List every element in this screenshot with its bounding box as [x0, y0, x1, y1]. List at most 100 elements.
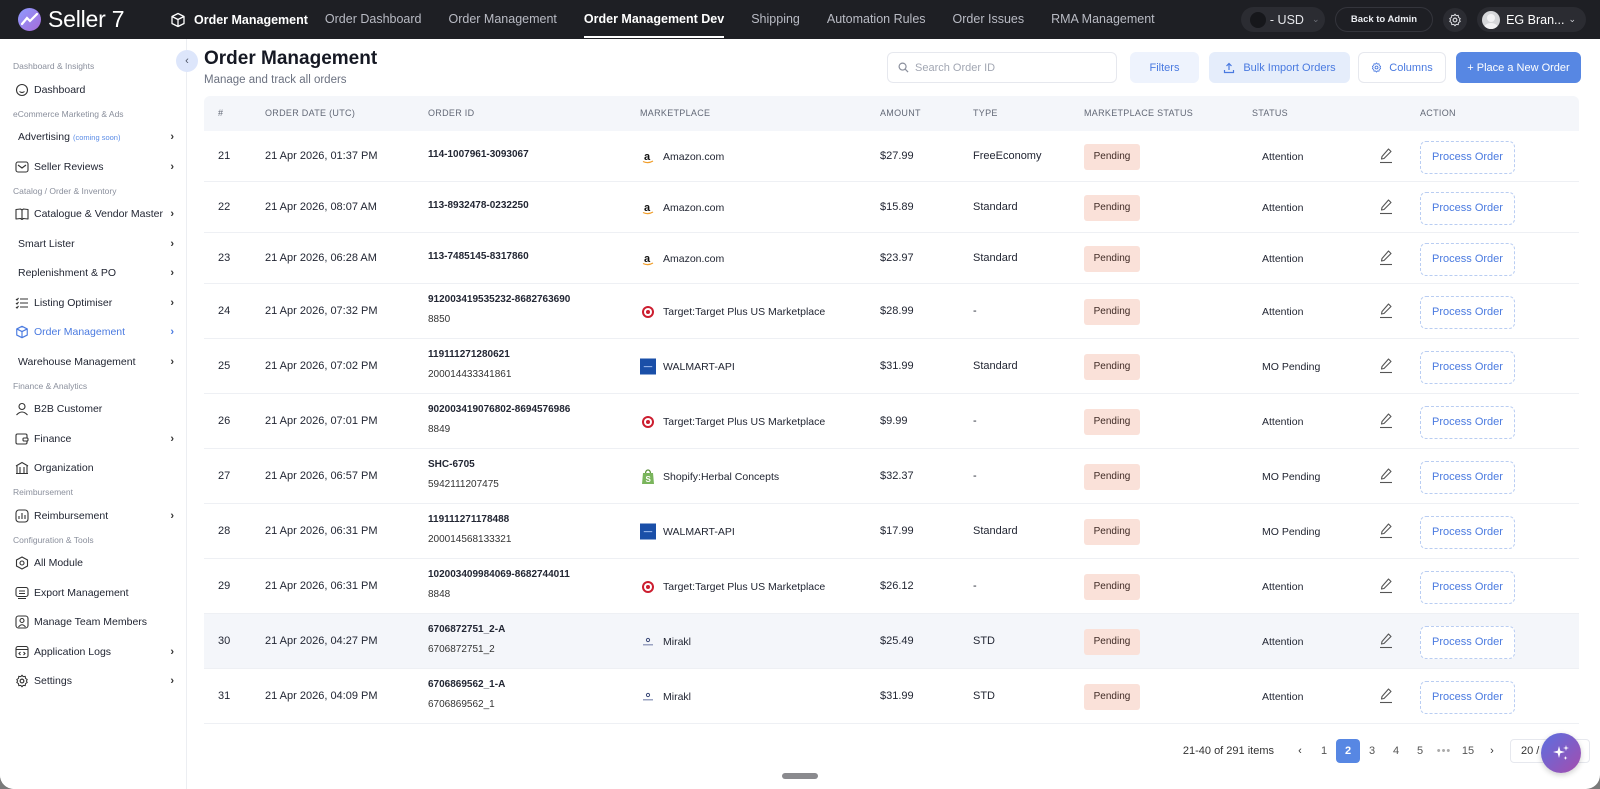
next-page-button[interactable]: ›	[1490, 745, 1494, 757]
back-to-admin-button[interactable]: Back to Admin	[1334, 7, 1434, 32]
table-row[interactable]: 29 21 Apr 2026, 06:31 PM 102003409984069…	[204, 559, 1579, 614]
sidebar-item-warehouse[interactable]: Warehouse Management ›	[0, 347, 186, 377]
page-4-button[interactable]: 4	[1392, 745, 1400, 757]
process-order-button[interactable]: Process Order	[1420, 515, 1515, 549]
table-row[interactable]: 26 21 Apr 2026, 07:01 PM 902003419076802…	[204, 394, 1579, 449]
process-order-button[interactable]: Process Order	[1420, 191, 1515, 225]
tab-order-issues[interactable]: Order Issues	[952, 12, 1025, 26]
jump-pages-ellipsis[interactable]: •••	[1436, 745, 1452, 757]
table-row[interactable]: 30 21 Apr 2026, 04:27 PM 6706872751_2-A …	[204, 614, 1579, 669]
bulk-import-button[interactable]: Bulk Import Orders	[1209, 52, 1350, 83]
tab-order-dashboard[interactable]: Order Dashboard	[324, 12, 422, 26]
sidebar-item-b2b-customer[interactable]: B2B Customer	[0, 395, 186, 425]
sidebar-item-advertising[interactable]: Advertising (coming soon) ›	[0, 123, 186, 153]
search-box[interactable]	[887, 52, 1117, 83]
edit-button[interactable]	[1378, 412, 1394, 433]
sidebar-item-catalogue[interactable]: Catalogue & Vendor Master ›	[0, 200, 186, 230]
edit-button[interactable]	[1378, 632, 1394, 653]
process-order-button[interactable]: Process Order	[1420, 350, 1515, 384]
edit-button[interactable]	[1378, 577, 1394, 598]
process-order-button[interactable]: Process Order	[1420, 680, 1515, 714]
order-id[interactable]: 119111271178488	[428, 513, 510, 525]
module-title[interactable]: Order Management	[170, 12, 308, 28]
order-id[interactable]: SHC-6705	[428, 458, 475, 470]
sidebar-item-replenishment[interactable]: Replenishment & PO ›	[0, 259, 186, 289]
edit-button[interactable]	[1378, 302, 1394, 323]
page-1-button[interactable]: 1	[1320, 745, 1328, 757]
place-new-order-button[interactable]: + Place a New Order	[1456, 52, 1581, 83]
order-id[interactable]: 114-1007961-3093067	[428, 148, 529, 160]
page-5-button[interactable]: 5	[1416, 745, 1424, 757]
edit-button[interactable]	[1378, 357, 1394, 378]
process-order-button[interactable]: Process Order	[1420, 295, 1515, 329]
edit-button[interactable]	[1378, 522, 1394, 543]
edit-button[interactable]	[1378, 147, 1394, 168]
page-2-button[interactable]: 2	[1336, 739, 1360, 763]
settings-button[interactable]	[1443, 7, 1468, 32]
order-id[interactable]: 6706872751_2-A	[428, 623, 506, 635]
sidebar-item-seller-reviews[interactable]: Seller Reviews ›	[0, 152, 186, 182]
horizontal-scrollbar[interactable]	[782, 773, 818, 779]
order-id[interactable]: 113-8932478-0232250	[428, 199, 529, 211]
col-header-date[interactable]: ORDER DATE (UTC)	[265, 108, 356, 118]
sidebar-item-application-logs[interactable]: Application Logs ›	[0, 637, 186, 667]
sidebar-collapse-button[interactable]: ‹	[176, 50, 198, 72]
table-row[interactable]: 21 21 Apr 2026, 01:37 PM 114-1007961-309…	[204, 131, 1579, 182]
order-id[interactable]: 102003409984069-8682744011	[428, 568, 570, 580]
brand[interactable]: Seller 7	[0, 6, 170, 33]
sidebar-item-export-management[interactable]: Export Management	[0, 578, 186, 608]
table-row[interactable]: 31 21 Apr 2026, 04:09 PM 6706869562_1-A …	[204, 669, 1579, 724]
order-id[interactable]: 912003419535232-8682763690	[428, 293, 571, 305]
edit-button[interactable]	[1378, 467, 1394, 488]
tab-order-management-dev[interactable]: Order Management Dev	[583, 0, 725, 39]
sidebar-item-order-management[interactable]: Order Management ›	[0, 318, 186, 348]
order-id[interactable]: 6706869562_1-A	[428, 678, 506, 690]
user-menu[interactable]: EG Bran... ⌄	[1477, 7, 1586, 32]
sidebar-item-settings[interactable]: Settings ›	[0, 667, 186, 697]
col-header-type[interactable]: TYPE	[973, 108, 998, 118]
order-id[interactable]: 113-7485145-8317860	[428, 250, 529, 262]
process-order-button[interactable]: Process Order	[1420, 242, 1515, 276]
edit-button[interactable]	[1378, 198, 1394, 219]
table-row[interactable]: 27 21 Apr 2026, 06:57 PM SHC-6705 594211…	[204, 449, 1579, 504]
sidebar-item-reimbursement[interactable]: Reimbursement ›	[0, 501, 186, 531]
table-row[interactable]: 28 21 Apr 2026, 06:31 PM 119111271178488…	[204, 504, 1579, 559]
columns-button[interactable]: Columns	[1358, 52, 1446, 83]
col-header-status[interactable]: STATUS	[1252, 108, 1288, 118]
sidebar-item-dashboard[interactable]: Dashboard	[0, 75, 186, 105]
sidebar-item-all-module[interactable]: All Module	[0, 549, 186, 579]
order-id[interactable]: 902003419076802-8694576986	[428, 403, 571, 415]
table-row[interactable]: 23 21 Apr 2026, 06:28 AM 113-7485145-831…	[204, 233, 1579, 284]
search-input[interactable]	[915, 61, 1105, 74]
edit-button[interactable]	[1378, 249, 1394, 270]
tab-automation-rules[interactable]: Automation Rules	[826, 12, 926, 26]
tab-shipping[interactable]: Shipping	[751, 12, 800, 26]
sidebar-item-organization[interactable]: Organization	[0, 454, 186, 484]
process-order-button[interactable]: Process Order	[1420, 625, 1515, 659]
prev-page-button[interactable]: ‹	[1298, 745, 1302, 757]
col-header-amount[interactable]: AMOUNT	[880, 108, 921, 118]
sidebar-item-finance[interactable]: Finance ›	[0, 424, 186, 454]
col-header-order-id[interactable]: ORDER ID	[428, 108, 475, 118]
page-3-button[interactable]: 3	[1368, 745, 1376, 757]
edit-button[interactable]	[1378, 687, 1394, 708]
currency-selector[interactable]: - USD ⌄	[1240, 7, 1325, 32]
col-header-marketplace[interactable]: MARKETPLACE	[640, 108, 711, 118]
filters-button[interactable]: Filters	[1130, 52, 1199, 83]
table-row[interactable]: 24 21 Apr 2026, 07:32 PM 912003419535232…	[204, 284, 1579, 339]
tab-rma-management[interactable]: RMA Management	[1051, 12, 1155, 26]
process-order-button[interactable]: Process Order	[1420, 570, 1515, 604]
process-order-button[interactable]: Process Order	[1420, 140, 1515, 174]
tab-order-management[interactable]: Order Management	[448, 12, 557, 26]
col-header-marketplace-status[interactable]: MARKETPLACE STATUS	[1084, 108, 1194, 118]
sidebar-item-listing-optimiser[interactable]: Listing Optimiser ›	[0, 288, 186, 318]
process-order-button[interactable]: Process Order	[1420, 460, 1515, 494]
process-order-button[interactable]: Process Order	[1420, 405, 1515, 439]
table-row[interactable]: 22 21 Apr 2026, 08:07 AM 113-8932478-023…	[204, 182, 1579, 233]
page-15-button[interactable]: 15	[1461, 745, 1475, 757]
sidebar-item-smart-lister[interactable]: Smart Lister ›	[0, 229, 186, 259]
ai-assistant-button[interactable]	[1541, 733, 1581, 773]
table-row[interactable]: 25 21 Apr 2026, 07:02 PM 119111271280621…	[204, 339, 1579, 394]
order-id[interactable]: 119111271280621	[428, 348, 510, 360]
sidebar-item-manage-team[interactable]: Manage Team Members	[0, 608, 186, 638]
